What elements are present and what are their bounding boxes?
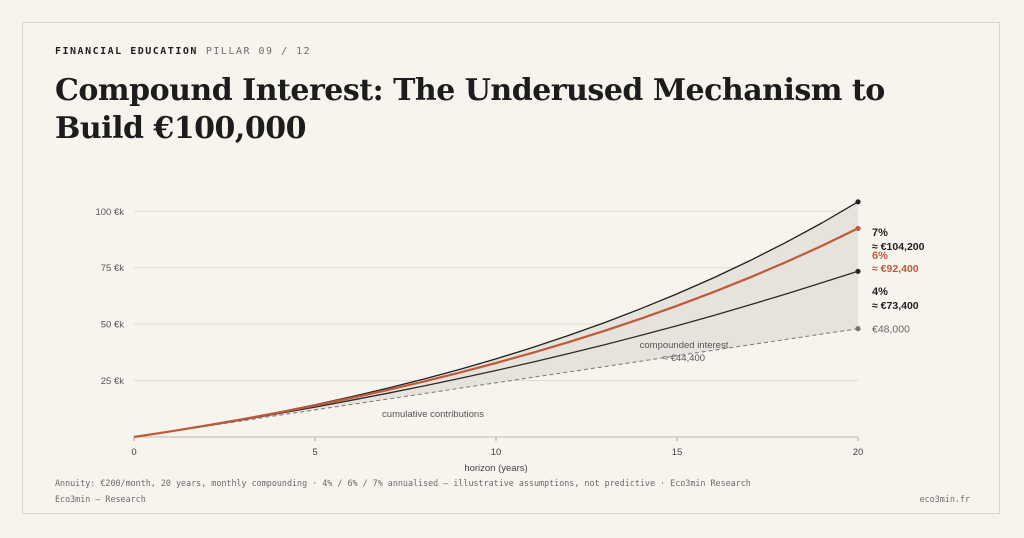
pillar-label: PILLAR 09 / 12 bbox=[205, 46, 312, 57]
series-end-value-7pct: ≈ €104,200 bbox=[872, 241, 925, 253]
x-tick-label-5: 5 bbox=[312, 447, 317, 458]
series-endpoint-7 bbox=[855, 199, 861, 205]
y-tick-label-50: 50 €k bbox=[101, 320, 124, 331]
x-axis-title: horizon (years) bbox=[464, 463, 527, 474]
site-footer: eco3min.fr bbox=[919, 494, 970, 504]
x-tick-label-15: 15 bbox=[672, 447, 683, 458]
category-label: FINANCIAL EDUCATION bbox=[55, 46, 198, 57]
y-tick-label-75: 75 €k bbox=[101, 263, 124, 274]
axes: 25 €k 50 €k 75 €k 100 €k 0 5 10 15 20 bbox=[95, 207, 863, 458]
eyebrow: FINANCIAL EDUCATION PILLAR 09 / 12 bbox=[55, 46, 311, 57]
page-title: Compound Interest: The Underused Mechani… bbox=[55, 73, 885, 146]
contributions-label: cumulative contributions bbox=[382, 409, 484, 420]
contributions-end-value: €48,000 bbox=[872, 324, 910, 336]
series-endpoint-6 bbox=[855, 225, 861, 232]
series-end-value-4pct: ≈ €73,400 bbox=[872, 300, 919, 312]
series-line-cumulative-contributions bbox=[133, 328, 859, 438]
series-label-4pct: 4% bbox=[872, 286, 888, 298]
series-end-value-6pct: ≈ €92,400 bbox=[872, 263, 919, 275]
footnote: Annuity: €200/month, 20 years, monthly c… bbox=[55, 478, 751, 488]
compounded-interest-area bbox=[134, 201, 858, 437]
series-lines bbox=[133, 199, 861, 439]
series-endpoint-4 bbox=[855, 268, 861, 274]
series-label-7pct: 7% bbox=[872, 227, 888, 239]
series-label-6pct: 6% bbox=[872, 250, 888, 262]
shaded-area-group bbox=[134, 201, 858, 437]
compounded-interest-value: ≈ €44,400 bbox=[663, 353, 705, 364]
y-tick-label-25: 25 €k bbox=[101, 376, 124, 387]
x-tick-label-10: 10 bbox=[491, 447, 502, 458]
compounded-interest-label: compounded interest bbox=[640, 340, 729, 351]
x-tick-label-20: 20 bbox=[853, 447, 864, 458]
series-line-6 bbox=[133, 227, 859, 439]
y-tick-label-100: 100 €k bbox=[95, 207, 124, 218]
x-tick-label-0: 0 bbox=[131, 447, 136, 458]
brand-footer: Eco3min — Research bbox=[55, 494, 146, 504]
series-endpoint-cumulative-contributions bbox=[855, 326, 861, 332]
